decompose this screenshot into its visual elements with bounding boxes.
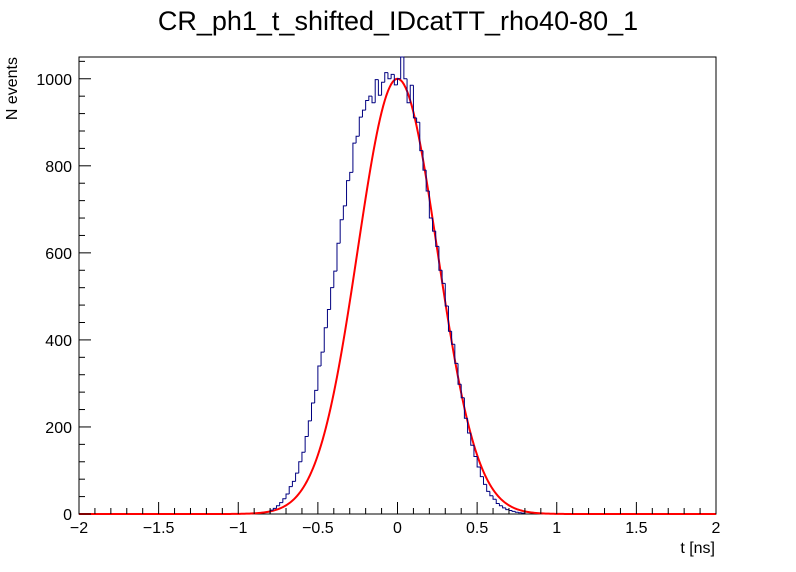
histogram-bin	[330, 287, 334, 310]
histogram-bin	[502, 505, 506, 509]
histogram-bin	[514, 511, 519, 513]
histogram-bin	[463, 397, 468, 419]
histogram-bin	[295, 472, 299, 482]
x-tick-label: −1.5	[143, 520, 175, 537]
histogram-bin	[406, 78, 411, 104]
histogram-bin	[377, 79, 382, 96]
histogram-bin	[368, 95, 373, 101]
x-tick-label: 0	[393, 520, 402, 537]
histogram-bin	[460, 384, 465, 399]
histogram-bin	[498, 503, 503, 507]
histogram-bin	[282, 498, 287, 503]
histogram-bin	[355, 135, 360, 144]
x-tick-label: 0.5	[466, 520, 488, 537]
chart-title: CR_ph1_t_shifted_IDcatTT_rho40-80_1	[157, 6, 639, 36]
fit-curve	[79, 77, 716, 515]
histogram-bin	[416, 117, 420, 123]
histogram-bin	[422, 150, 427, 171]
histogram-bin	[511, 510, 516, 512]
histogram-bin	[403, 57, 408, 80]
histogram-bin	[298, 461, 302, 474]
histogram-bin	[397, 78, 401, 85]
histogram-bin	[339, 219, 344, 244]
histogram-bin	[333, 270, 337, 288]
plot-frame	[78, 56, 717, 515]
histogram-bin	[476, 456, 481, 468]
histogram-bin	[320, 351, 325, 367]
histogram-bin	[441, 270, 446, 284]
x-tick-label: −2	[70, 520, 88, 537]
histogram-bin	[432, 218, 436, 232]
histogram-bin	[400, 56, 404, 79]
histogram-bin	[326, 308, 331, 328]
histogram-bin	[387, 72, 392, 80]
histogram-bin	[336, 242, 341, 272]
y-tick-label: 0	[63, 507, 72, 524]
y-tick-label: 600	[45, 246, 72, 263]
histogram-bin	[381, 81, 385, 96]
histogram-bin	[412, 85, 417, 119]
histogram-bin	[451, 331, 455, 345]
histogram-bin	[291, 480, 296, 487]
histogram-bin	[352, 142, 357, 173]
histogram-bin	[384, 72, 388, 83]
histogram-bin	[505, 507, 509, 511]
histogram-bin	[288, 486, 293, 494]
histogram-bin	[317, 365, 322, 391]
histogram-bin	[470, 433, 474, 446]
x-tick-label: 2	[712, 520, 721, 537]
histogram-bin	[482, 476, 487, 485]
histogram-bin	[419, 122, 423, 152]
y-tick-label: 800	[45, 159, 72, 176]
histogram-bin	[447, 305, 452, 332]
histogram-bin	[473, 445, 478, 458]
histogram-bin	[438, 246, 443, 271]
histogram-bin	[314, 389, 318, 404]
histogram-bin	[275, 505, 280, 509]
histogram-bin	[301, 451, 306, 462]
histogram-bin	[279, 502, 283, 506]
histogram-bin	[492, 495, 497, 500]
histogram-bin	[358, 116, 363, 137]
histogram-bin	[390, 73, 395, 79]
histogram-bin	[489, 491, 494, 497]
histogram-bin	[479, 466, 484, 478]
histogram-bin	[311, 402, 315, 421]
histogram-bin	[272, 507, 277, 511]
histogram-bin	[304, 436, 309, 453]
histogram-bin	[285, 493, 290, 499]
x-tick-label: 1	[552, 520, 561, 537]
histogram-bin	[374, 79, 379, 103]
histogram-bin	[435, 231, 439, 247]
histogram-bin	[361, 109, 366, 118]
histogram-bin	[346, 180, 350, 206]
y-tick-label: 200	[45, 420, 72, 437]
x-tick-label: −0.5	[302, 520, 334, 537]
histogram-bin	[371, 96, 376, 104]
histogram-bin	[457, 363, 462, 385]
x-tick-label: 1.5	[625, 520, 647, 537]
histogram-bin	[444, 283, 449, 307]
histogram-bin	[323, 327, 328, 353]
histogram-bin	[425, 170, 430, 192]
y-axis-label: N events	[4, 57, 21, 120]
histogram-bin	[409, 84, 414, 103]
y-tick-label: 400	[45, 333, 72, 350]
histogram-bin	[428, 191, 433, 219]
histogram-bin	[393, 74, 398, 86]
x-tick-label: −1	[229, 520, 247, 537]
y-tick-label: 1000	[36, 72, 72, 89]
x-axis-label: t [ns]	[680, 540, 715, 557]
histogram-bin	[365, 100, 369, 111]
histogram-bin	[454, 344, 459, 364]
histogram-bin	[486, 484, 490, 492]
histogram-bin	[495, 499, 500, 505]
histogram-bin	[349, 171, 353, 181]
histogram-bin	[467, 418, 471, 434]
histogram-bin	[307, 420, 312, 437]
histogram-bin	[342, 205, 347, 220]
